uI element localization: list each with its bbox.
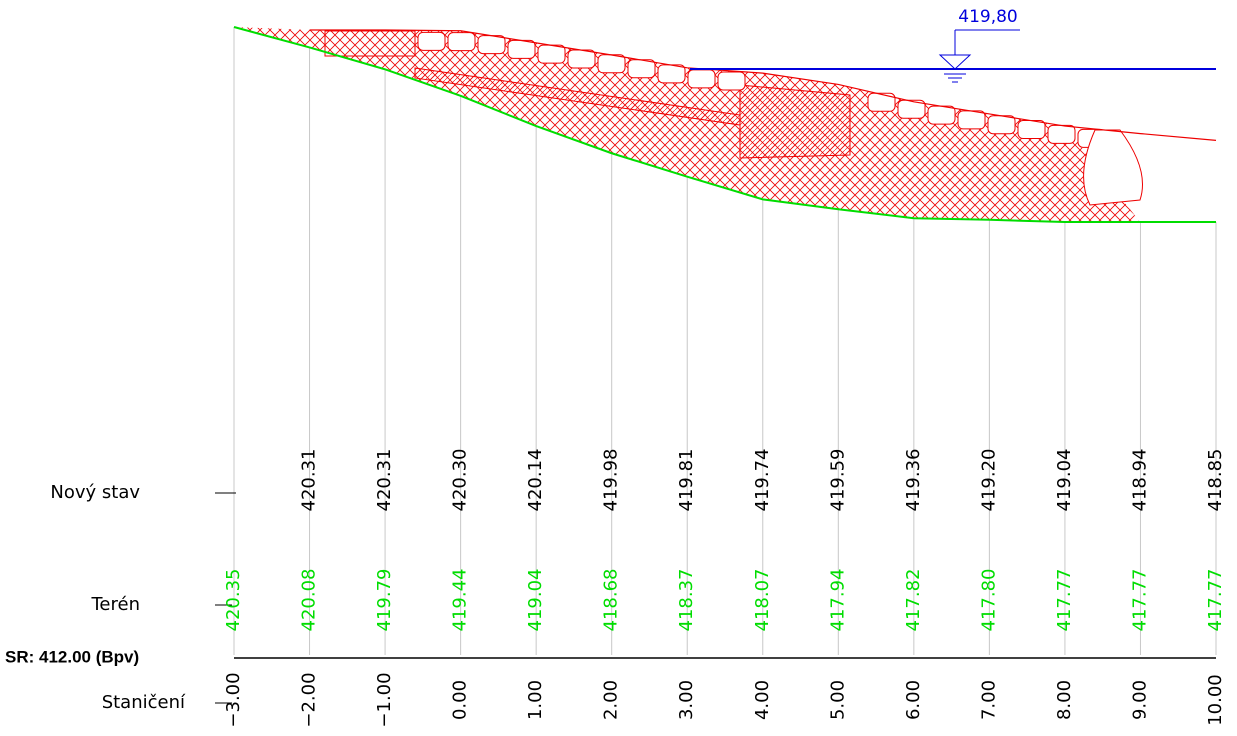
station-label: 7.00 xyxy=(978,680,999,720)
station-label: 2.00 xyxy=(601,680,622,720)
filter-layer xyxy=(414,67,741,126)
grid xyxy=(233,27,1217,655)
terrain-value: 419.44 xyxy=(450,569,471,632)
core-block xyxy=(739,84,851,159)
stone xyxy=(867,92,896,112)
stone xyxy=(897,99,926,119)
stone xyxy=(537,44,566,64)
stone xyxy=(927,105,956,125)
datum-label: SR: 412.00 (Bpv) xyxy=(5,647,139,666)
water-level-label: 419,80 xyxy=(958,7,1017,27)
terrain-value: 418.37 xyxy=(676,569,697,632)
station-label: 4.00 xyxy=(752,680,773,720)
stone xyxy=(957,110,986,130)
new-state-value: 419.74 xyxy=(752,449,773,512)
terrain-value: 417.94 xyxy=(827,569,848,632)
station-label: 6.00 xyxy=(903,680,924,720)
station-label: −1.00 xyxy=(374,672,395,727)
stone xyxy=(567,49,596,69)
station-label: 0.00 xyxy=(450,680,471,720)
new-state-value: 420.31 xyxy=(374,449,395,512)
row-label: Nový stav xyxy=(50,482,140,503)
new-state-value: 420.30 xyxy=(450,449,471,512)
station-label: 9.00 xyxy=(1129,680,1150,720)
terrain-value: 419.79 xyxy=(374,569,395,632)
stone xyxy=(1047,124,1076,144)
new-state-value: 419.59 xyxy=(827,449,848,512)
station-label: 8.00 xyxy=(1054,680,1075,720)
new-state-value: 419.20 xyxy=(978,449,999,512)
new-state-value: 419.04 xyxy=(1054,449,1075,512)
station-label: 3.00 xyxy=(676,680,697,720)
stone xyxy=(507,39,536,59)
stone xyxy=(477,35,506,55)
terrain-value: 418.07 xyxy=(752,569,773,632)
station-label: 1.00 xyxy=(525,680,546,720)
new-state-value: 418.85 xyxy=(1205,449,1226,512)
stone xyxy=(417,31,446,51)
section-body xyxy=(233,26,1217,224)
new-state-value: 419.98 xyxy=(601,449,622,512)
terrain-value: 420.35 xyxy=(223,569,244,632)
terrain-value: 417.80 xyxy=(978,569,999,632)
stone xyxy=(627,59,656,79)
stone xyxy=(447,32,476,52)
terrain-value: 417.77 xyxy=(1129,569,1150,632)
stone xyxy=(687,69,716,89)
row-label: Terén xyxy=(91,594,141,615)
terrain-value: 417.82 xyxy=(903,569,924,632)
terrain-line xyxy=(233,26,1216,224)
terrain-value: 417.77 xyxy=(1205,569,1226,632)
stone xyxy=(1017,120,1046,140)
new-state-line xyxy=(309,29,1217,141)
stone xyxy=(657,64,686,84)
stone xyxy=(987,115,1016,135)
new-state-value: 420.14 xyxy=(525,449,546,512)
station-label: −3.00 xyxy=(223,672,244,727)
stone xyxy=(717,71,746,91)
terrain-value: 419.04 xyxy=(525,569,546,632)
stone xyxy=(597,54,626,74)
pipe xyxy=(324,30,416,57)
terrain-value: 417.77 xyxy=(1054,569,1075,632)
boulder xyxy=(1083,129,1143,206)
terrain-value: 420.08 xyxy=(299,569,320,632)
new-state-value: 420.31 xyxy=(299,449,320,512)
station-label: 10.00 xyxy=(1205,674,1226,726)
new-state-value: 418.94 xyxy=(1129,449,1150,512)
station-label: −2.00 xyxy=(299,672,320,727)
water-symbol: 419,80 xyxy=(690,7,1216,83)
station-label: 5.00 xyxy=(827,680,848,720)
row-label: Staničení xyxy=(102,692,186,713)
new-state-value: 419.81 xyxy=(676,449,697,512)
terrain-value: 418.68 xyxy=(601,569,622,632)
new-state-value: 419.36 xyxy=(903,449,924,512)
